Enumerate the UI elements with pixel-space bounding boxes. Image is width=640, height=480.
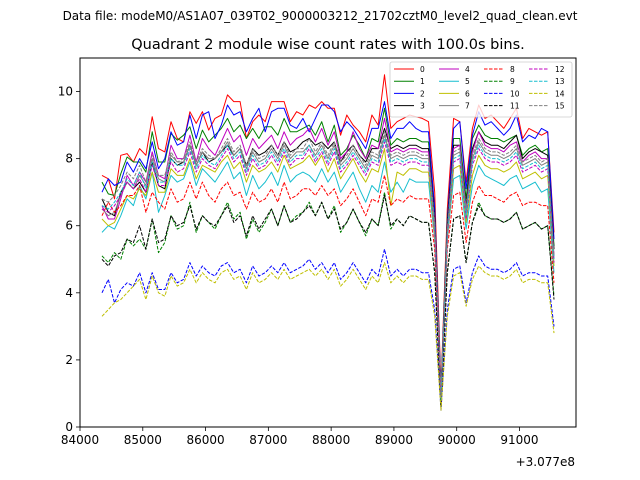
legend-label-2: 2 xyxy=(420,89,425,98)
legend-label-14: 14 xyxy=(555,89,565,98)
series-line-14 xyxy=(101,262,555,411)
legend-box xyxy=(389,61,573,118)
x-tick-label: 88000 xyxy=(312,433,350,447)
series-line-12 xyxy=(101,141,555,401)
y-tick-label: 0 xyxy=(65,420,73,434)
x-tick-label: 86000 xyxy=(186,433,224,447)
x-tick-label: 87000 xyxy=(249,433,287,447)
y-tick-label: 8 xyxy=(65,152,73,166)
legend-label-3: 3 xyxy=(420,102,425,111)
series-line-4 xyxy=(101,117,555,401)
y-tick-label: 4 xyxy=(65,286,73,300)
legend-label-7: 7 xyxy=(465,102,470,111)
series-line-6 xyxy=(101,148,555,401)
x-tick-label: 84000 xyxy=(61,433,99,447)
series-line-11 xyxy=(101,195,555,408)
series-line-8 xyxy=(101,174,555,404)
x-tick-label: 85000 xyxy=(124,433,162,447)
series-line-10 xyxy=(101,248,555,411)
x-tick-label: 89000 xyxy=(375,433,413,447)
plot-border xyxy=(79,57,577,428)
chart-title: Quadrant 2 module wise count rates with … xyxy=(131,37,525,53)
y-tick-label: 10 xyxy=(58,85,73,99)
y-axis: 0 2 4 6 8 10 xyxy=(58,85,80,434)
legend-label-10: 10 xyxy=(510,89,520,98)
series-line-5 xyxy=(101,161,555,401)
legend-label-1: 1 xyxy=(420,77,425,86)
legend-label-5: 5 xyxy=(465,77,470,86)
legend-label-11: 11 xyxy=(510,102,520,111)
legend-label-9: 9 xyxy=(510,77,515,86)
series-layer xyxy=(101,74,555,411)
series-line-15 xyxy=(101,131,555,398)
x-tick-label: 90000 xyxy=(438,433,476,447)
legend-label-12: 12 xyxy=(555,65,565,74)
x-axis: 84000 85000 86000 87000 88000 89000 90000 91000 xyxy=(61,427,539,447)
series-line-13 xyxy=(101,138,555,401)
legend-label-6: 6 xyxy=(465,89,470,98)
legend-label-8: 8 xyxy=(510,65,515,74)
series-line-9 xyxy=(101,191,555,408)
y-tick-label: 6 xyxy=(65,219,73,233)
suptitle: Data file: modeM0/AS1A07_039T02_90000032… xyxy=(63,9,578,23)
x-offset-label: +3.077e8 xyxy=(516,455,575,469)
legend-label-15: 15 xyxy=(555,102,565,111)
plot-area xyxy=(80,58,576,427)
legend-label-4: 4 xyxy=(465,65,470,74)
y-tick-label: 2 xyxy=(65,353,73,367)
x-tick-label: 91000 xyxy=(500,433,538,447)
series-line-1 xyxy=(101,107,555,394)
legend-label-13: 13 xyxy=(555,77,565,86)
legend-label-0: 0 xyxy=(420,65,425,74)
